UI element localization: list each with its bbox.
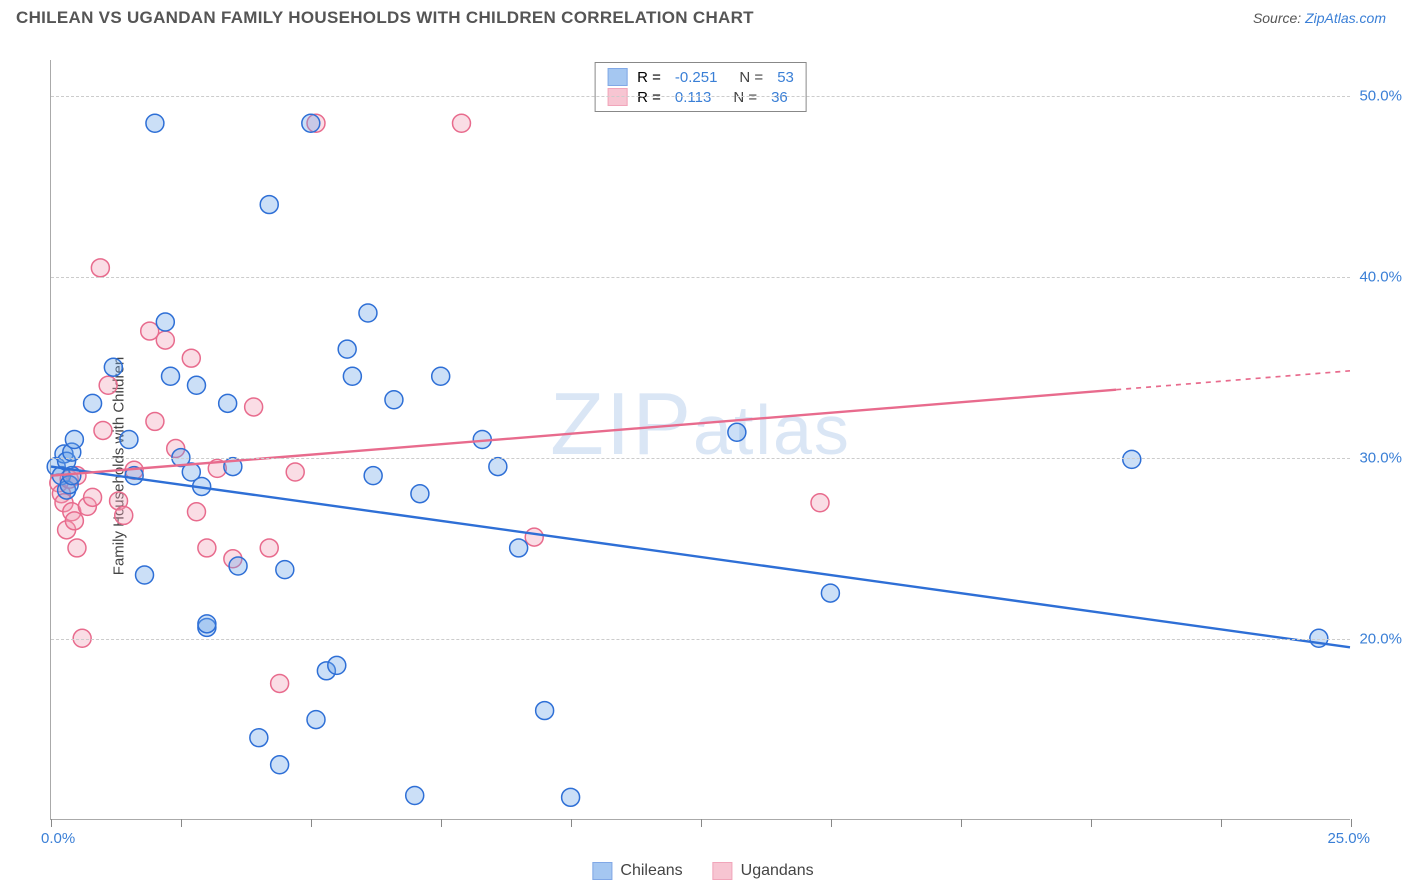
data-point xyxy=(1123,450,1141,468)
data-point xyxy=(162,367,180,385)
data-point xyxy=(84,394,102,412)
data-point xyxy=(146,114,164,132)
data-point xyxy=(198,615,216,633)
x-tick-mark xyxy=(831,819,832,827)
swatch-icon xyxy=(713,862,733,880)
x-tick-min: 0.0% xyxy=(41,830,75,847)
gridline xyxy=(51,277,1350,278)
source-label: Source: xyxy=(1253,10,1301,26)
x-tick-mark xyxy=(311,819,312,827)
data-point xyxy=(94,421,112,439)
data-point xyxy=(156,331,174,349)
legend-item-chileans: Chileans xyxy=(592,862,682,880)
legend-item-ugandans: Ugandans xyxy=(713,862,814,880)
data-point xyxy=(385,391,403,409)
x-tick-mark xyxy=(961,819,962,827)
data-point xyxy=(104,358,122,376)
r-value-chileans: -0.251 xyxy=(675,69,718,86)
x-tick-mark xyxy=(51,819,52,827)
data-point xyxy=(343,367,361,385)
data-point xyxy=(68,539,86,557)
data-point xyxy=(120,431,138,449)
data-point xyxy=(115,506,133,524)
source-link[interactable]: ZipAtlas.com xyxy=(1305,10,1386,26)
data-point xyxy=(364,467,382,485)
data-point xyxy=(728,423,746,441)
y-tick-label: 20.0% xyxy=(1359,631,1402,648)
data-point xyxy=(286,463,304,481)
series-legend: Chileans Ugandans xyxy=(592,862,813,880)
data-point xyxy=(821,584,839,602)
data-point xyxy=(328,656,346,674)
plot-area: ZIPatlas R = -0.251 N = 53 R = 0.113 N =… xyxy=(50,60,1350,820)
data-point xyxy=(84,488,102,506)
data-point xyxy=(146,412,164,430)
trend-line xyxy=(51,467,1350,648)
data-point xyxy=(338,340,356,358)
data-point xyxy=(525,528,543,546)
y-tick-label: 50.0% xyxy=(1359,88,1402,105)
data-point xyxy=(271,756,289,774)
data-point xyxy=(245,398,263,416)
x-tick-mark xyxy=(1351,819,1352,827)
n-value-chileans: 53 xyxy=(777,69,794,86)
data-point xyxy=(411,485,429,503)
r-label: R = xyxy=(637,69,661,86)
data-point xyxy=(406,787,424,805)
x-tick-mark xyxy=(1221,819,1222,827)
data-point xyxy=(302,114,320,132)
data-point xyxy=(65,431,83,449)
data-point xyxy=(250,729,268,747)
data-point xyxy=(99,376,117,394)
swatch-icon xyxy=(592,862,612,880)
data-point xyxy=(91,259,109,277)
gridline xyxy=(51,639,1350,640)
y-tick-label: 30.0% xyxy=(1359,450,1402,467)
source-credit: Source: ZipAtlas.com xyxy=(1253,10,1386,26)
data-point xyxy=(229,557,247,575)
data-point xyxy=(510,539,528,557)
data-point xyxy=(536,702,554,720)
data-point xyxy=(182,349,200,367)
legend-label: Chileans xyxy=(620,862,682,880)
data-point xyxy=(811,494,829,512)
x-tick-mark xyxy=(1091,819,1092,827)
x-tick-mark xyxy=(181,819,182,827)
correlation-legend: R = -0.251 N = 53 R = 0.113 N = 36 xyxy=(594,62,807,112)
data-point xyxy=(489,458,507,476)
x-tick-mark xyxy=(441,819,442,827)
gridline xyxy=(51,458,1350,459)
n-label: N = xyxy=(739,69,763,86)
data-point xyxy=(452,114,470,132)
data-point xyxy=(271,674,289,692)
data-point xyxy=(260,196,278,214)
trend-line-extrapolated xyxy=(1116,371,1350,390)
gridline xyxy=(51,96,1350,97)
x-tick-mark xyxy=(701,819,702,827)
chart-title: CHILEAN VS UGANDAN FAMILY HOUSEHOLDS WIT… xyxy=(16,8,754,28)
trend-line xyxy=(51,390,1116,476)
legend-label: Ugandans xyxy=(741,862,814,880)
data-point xyxy=(562,788,580,806)
data-point xyxy=(276,561,294,579)
data-point xyxy=(260,539,278,557)
legend-row-chileans: R = -0.251 N = 53 xyxy=(607,67,794,87)
y-tick-label: 40.0% xyxy=(1359,269,1402,286)
data-point xyxy=(156,313,174,331)
data-point xyxy=(307,711,325,729)
scatter-plot-svg xyxy=(51,60,1350,819)
x-tick-mark xyxy=(571,819,572,827)
data-point xyxy=(198,539,216,557)
chart-header: CHILEAN VS UGANDAN FAMILY HOUSEHOLDS WIT… xyxy=(0,0,1406,36)
data-point xyxy=(432,367,450,385)
data-point xyxy=(65,512,83,530)
data-point xyxy=(359,304,377,322)
data-point xyxy=(187,376,205,394)
x-tick-max: 25.0% xyxy=(1327,830,1370,847)
chart-container: Family Households with Children ZIPatlas… xyxy=(0,40,1406,892)
data-point xyxy=(187,503,205,521)
swatch-chileans xyxy=(607,68,627,86)
data-point xyxy=(219,394,237,412)
data-point xyxy=(136,566,154,584)
